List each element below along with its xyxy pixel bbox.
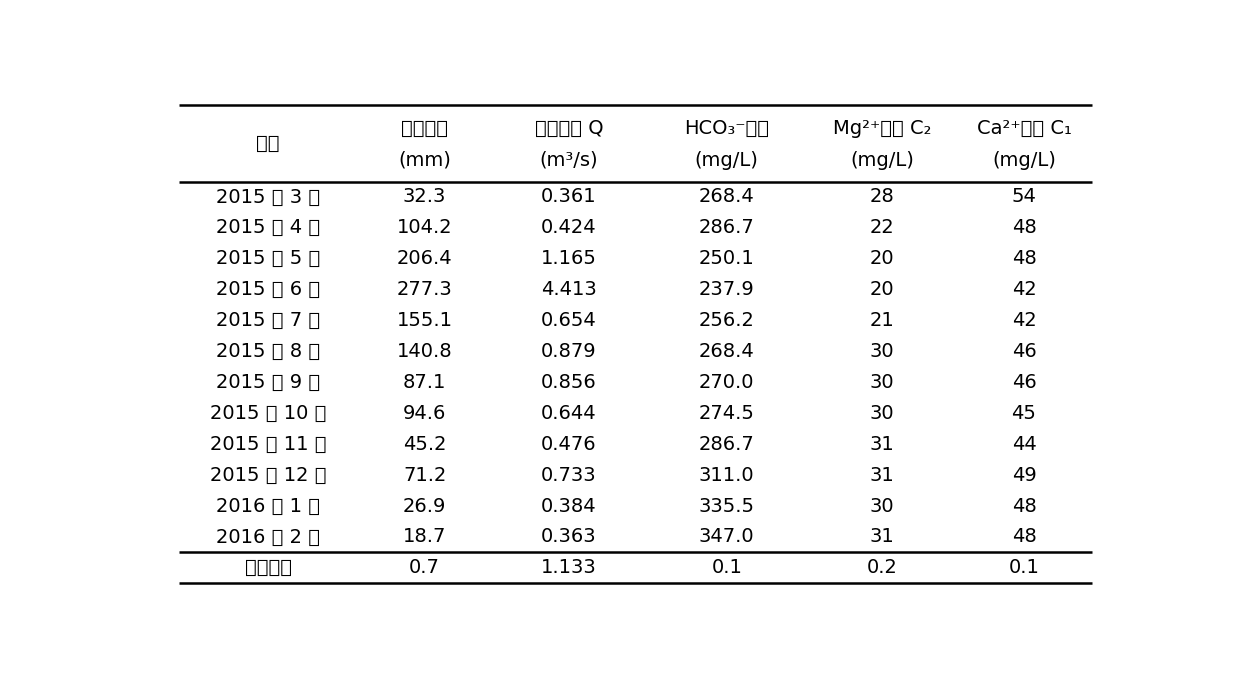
Text: 2015 年 10 月: 2015 年 10 月 — [210, 404, 326, 423]
Text: 0.644: 0.644 — [541, 404, 596, 423]
Text: (mg/L): (mg/L) — [851, 151, 914, 170]
Text: 87.1: 87.1 — [403, 373, 446, 392]
Text: 46: 46 — [1012, 342, 1037, 361]
Text: 2016 年 2 月: 2016 年 2 月 — [216, 527, 320, 546]
Text: 2015 年 11 月: 2015 年 11 月 — [210, 434, 326, 454]
Text: 277.3: 277.3 — [397, 280, 453, 299]
Text: 2015 年 8 月: 2015 年 8 月 — [216, 342, 320, 361]
Text: 4.413: 4.413 — [541, 280, 596, 299]
Text: 20: 20 — [869, 280, 894, 299]
Text: Ca²⁺浓度 C₁: Ca²⁺浓度 C₁ — [977, 119, 1071, 138]
Text: 206.4: 206.4 — [397, 250, 453, 268]
Text: (mg/L): (mg/L) — [694, 151, 759, 170]
Text: 311.0: 311.0 — [699, 466, 755, 485]
Text: 286.7: 286.7 — [699, 218, 755, 237]
Text: HCO₃⁻浓度: HCO₃⁻浓度 — [684, 119, 769, 138]
Text: 0.2: 0.2 — [867, 559, 898, 578]
Text: 42: 42 — [1012, 280, 1037, 299]
Text: 0.1: 0.1 — [1008, 559, 1039, 578]
Text: 48: 48 — [1012, 218, 1037, 237]
Text: 0.879: 0.879 — [541, 342, 596, 361]
Text: Mg²⁺浓度 C₂: Mg²⁺浓度 C₂ — [833, 119, 931, 138]
Text: 335.5: 335.5 — [699, 496, 755, 516]
Text: 104.2: 104.2 — [397, 218, 453, 237]
Text: (mg/L): (mg/L) — [992, 151, 1056, 170]
Text: 31: 31 — [869, 434, 894, 454]
Text: 18.7: 18.7 — [403, 527, 446, 546]
Text: 270.0: 270.0 — [699, 373, 755, 392]
Text: 94.6: 94.6 — [403, 404, 446, 423]
Text: 347.0: 347.0 — [699, 527, 755, 546]
Text: 30: 30 — [869, 373, 894, 392]
Text: 0.361: 0.361 — [541, 188, 596, 207]
Text: 0.363: 0.363 — [541, 527, 596, 546]
Text: 26.9: 26.9 — [403, 496, 446, 516]
Text: 0.654: 0.654 — [541, 311, 596, 330]
Text: 2015 年 5 月: 2015 年 5 月 — [216, 250, 320, 268]
Text: 42: 42 — [1012, 311, 1037, 330]
Text: 31: 31 — [869, 527, 894, 546]
Text: 250.1: 250.1 — [699, 250, 755, 268]
Text: 0.384: 0.384 — [541, 496, 596, 516]
Text: 2015 年 4 月: 2015 年 4 月 — [216, 218, 320, 237]
Text: 49: 49 — [1012, 466, 1037, 485]
Text: 48: 48 — [1012, 496, 1037, 516]
Text: 71.2: 71.2 — [403, 466, 446, 485]
Text: 48: 48 — [1012, 250, 1037, 268]
Text: 45: 45 — [1012, 404, 1037, 423]
Text: 256.2: 256.2 — [699, 311, 755, 330]
Text: 变差系数: 变差系数 — [244, 559, 291, 578]
Text: 0.1: 0.1 — [712, 559, 743, 578]
Text: (m³/s): (m³/s) — [539, 151, 598, 170]
Text: 155.1: 155.1 — [397, 311, 453, 330]
Text: 45.2: 45.2 — [403, 434, 446, 454]
Text: 月均流量 Q: 月均流量 Q — [534, 119, 603, 138]
Text: 0.476: 0.476 — [541, 434, 596, 454]
Text: 32.3: 32.3 — [403, 188, 446, 207]
Text: 2015 年 3 月: 2015 年 3 月 — [216, 188, 320, 207]
Text: 237.9: 237.9 — [699, 280, 755, 299]
Text: 0.856: 0.856 — [541, 373, 596, 392]
Text: 2015 年 9 月: 2015 年 9 月 — [216, 373, 320, 392]
Text: 140.8: 140.8 — [397, 342, 453, 361]
Text: 月份: 月份 — [257, 134, 280, 153]
Text: 1.165: 1.165 — [541, 250, 596, 268]
Text: 286.7: 286.7 — [699, 434, 755, 454]
Text: 2015 年 6 月: 2015 年 6 月 — [216, 280, 320, 299]
Text: (mm): (mm) — [398, 151, 451, 170]
Text: 2015 年 12 月: 2015 年 12 月 — [210, 466, 326, 485]
Text: 30: 30 — [869, 496, 894, 516]
Text: 268.4: 268.4 — [699, 342, 755, 361]
Text: 274.5: 274.5 — [699, 404, 755, 423]
Text: 268.4: 268.4 — [699, 188, 755, 207]
Text: 30: 30 — [869, 404, 894, 423]
Text: 0.733: 0.733 — [541, 466, 596, 485]
Text: 21: 21 — [869, 311, 894, 330]
Text: 2015 年 7 月: 2015 年 7 月 — [216, 311, 320, 330]
Text: 22: 22 — [869, 218, 894, 237]
Text: 31: 31 — [869, 466, 894, 485]
Text: 2016 年 1 月: 2016 年 1 月 — [216, 496, 320, 516]
Text: 54: 54 — [1012, 188, 1037, 207]
Text: 0.7: 0.7 — [409, 559, 440, 578]
Text: 28: 28 — [869, 188, 894, 207]
Text: 1.133: 1.133 — [541, 559, 596, 578]
Text: 月降雨量: 月降雨量 — [401, 119, 448, 138]
Text: 46: 46 — [1012, 373, 1037, 392]
Text: 48: 48 — [1012, 527, 1037, 546]
Text: 20: 20 — [869, 250, 894, 268]
Text: 0.424: 0.424 — [541, 218, 596, 237]
Text: 30: 30 — [869, 342, 894, 361]
Text: 44: 44 — [1012, 434, 1037, 454]
